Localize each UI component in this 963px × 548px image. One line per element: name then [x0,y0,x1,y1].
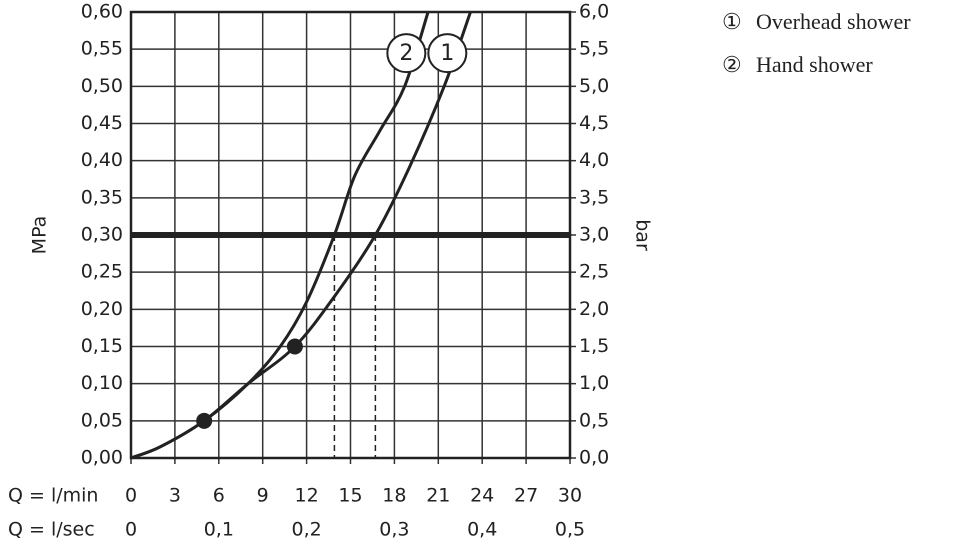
y-tick-label: 0,05 [81,409,123,431]
legend-symbol: ① [722,9,742,34]
x-tick-label: 9 [257,485,269,507]
y-tick-label: 0,25 [81,261,123,283]
y-tick-label: 0,40 [81,149,123,171]
y-tick-label: 0,10 [81,372,123,394]
y2-tick-label: 6,0 [579,1,609,23]
y-tick-label: 0,15 [81,335,123,357]
x-tick-label: 0 [125,485,137,507]
y2-tick-label: 5,5 [579,38,609,60]
x-tick-label: 18 [382,485,406,507]
y-tick-label: 0,00 [81,447,123,469]
y2-tick-label: 3,0 [579,224,609,246]
x2-axis-label: Q = l/sec [8,519,95,541]
y2-tick-label: 5,0 [579,75,609,97]
x2-tick-label: 0 [125,519,137,541]
y2-tick-label: 3,5 [579,186,609,208]
x-tick-label: 27 [514,485,538,507]
y-tick-label: 0,50 [81,75,123,97]
y2-tick-label: 1,5 [579,335,609,357]
x-tick-label: 12 [295,485,319,507]
legend: ① Overhead shower ② Hand shower [722,9,911,77]
legend-label: Overhead shower [756,9,911,34]
y-tick-label: 0,35 [81,186,123,208]
x-axis-label: Q = l/min [8,485,98,507]
y2-tick-label: 1,0 [579,372,609,394]
x-tick-label: 3 [169,485,181,507]
y2-axis-label: bar [632,219,654,251]
y-tick-label: 0,20 [81,298,123,320]
x-tick-label: 30 [558,485,582,507]
x2-tick-label: 0,5 [555,519,585,541]
legend-symbol: ② [722,52,742,77]
point [196,412,213,429]
curve-label-circle [427,33,468,74]
y-tick-label: 0,30 [81,224,123,246]
x2-tick-label: 0,2 [291,519,321,541]
x-tick-label: 15 [338,485,362,507]
x2-tick-label: 0,1 [204,519,234,541]
x-tick-label: 21 [426,485,450,507]
x2-tick-label: 0,4 [467,519,497,541]
curve-label: 2 [399,41,413,66]
curve [130,11,430,460]
y2-tick-label: 0,5 [579,409,609,431]
y-tick-label: 0,55 [81,38,123,60]
y2-tick-label: 2,5 [579,261,609,283]
point [286,338,303,355]
curve-label-circle [386,33,427,74]
y2-tick-label: 0,0 [579,447,609,469]
y2-tick-label: 4,0 [579,149,609,171]
y-tick-label: 0,60 [81,1,123,23]
y-axis-label: MPa [29,216,51,255]
legend-label: Hand shower [756,52,873,77]
y2-tick-label: 2,0 [579,298,609,320]
x-tick-label: 6 [213,485,225,507]
x2-tick-label: 0,3 [379,519,409,541]
y-tick-label: 0,45 [81,112,123,134]
y2-tick-label: 4,5 [579,112,609,134]
curve-label: 1 [440,41,454,66]
x-tick-label: 24 [470,485,494,507]
